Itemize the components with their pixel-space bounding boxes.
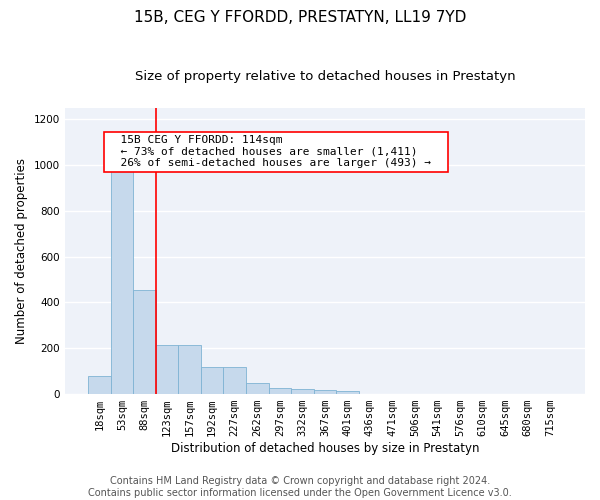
X-axis label: Distribution of detached houses by size in Prestatyn: Distribution of detached houses by size … — [170, 442, 479, 455]
Text: 15B, CEG Y FFORDD, PRESTATYN, LL19 7YD: 15B, CEG Y FFORDD, PRESTATYN, LL19 7YD — [134, 10, 466, 25]
Bar — [336, 391, 359, 394]
Bar — [133, 290, 156, 394]
Bar — [246, 384, 269, 394]
Bar — [314, 390, 336, 394]
Bar — [178, 345, 201, 394]
Text: Contains HM Land Registry data © Crown copyright and database right 2024.
Contai: Contains HM Land Registry data © Crown c… — [88, 476, 512, 498]
Bar — [201, 366, 223, 394]
Title: Size of property relative to detached houses in Prestatyn: Size of property relative to detached ho… — [134, 70, 515, 83]
Text: 15B CEG Y FFORDD: 114sqm  
  ← 73% of detached houses are smaller (1,411)  
  26: 15B CEG Y FFORDD: 114sqm ← 73% of detach… — [107, 136, 445, 168]
Bar — [223, 366, 246, 394]
Bar — [291, 389, 314, 394]
Bar — [156, 345, 178, 394]
Bar — [88, 376, 111, 394]
Y-axis label: Number of detached properties: Number of detached properties — [15, 158, 28, 344]
Bar — [111, 171, 133, 394]
Bar — [269, 388, 291, 394]
